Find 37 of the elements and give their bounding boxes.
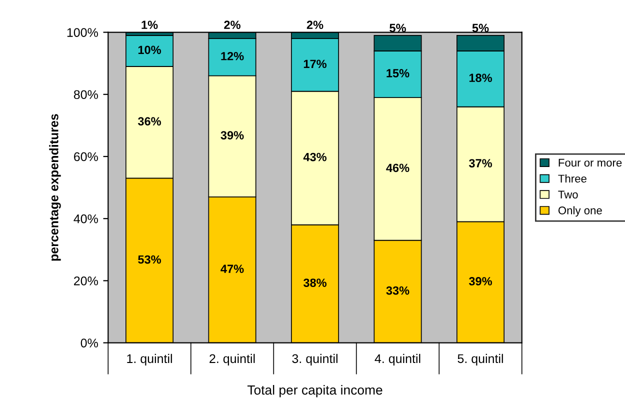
data-label: 18% [469, 74, 492, 82]
y-tick-label: 20% [74, 276, 98, 286]
legend-label: Only one [558, 206, 602, 217]
data-label: 10% [138, 46, 162, 54]
data-label: 43% [303, 152, 327, 162]
legend-label: Three [558, 174, 586, 183]
data-label: 39% [468, 277, 492, 286]
y-axis-title: percentage expenditures [49, 114, 61, 261]
data-label: 5% [472, 24, 489, 32]
data-label: 53% [138, 255, 162, 264]
data-label: 47% [220, 264, 244, 273]
legend-label: Four or more [558, 158, 622, 167]
data-label: 33% [386, 286, 410, 295]
y-tick-label: 0% [80, 338, 98, 348]
x-tick-label: 3. quintil [292, 354, 338, 366]
data-label: 12% [221, 52, 244, 60]
y-tick-label: 80% [74, 90, 98, 100]
data-label: 36% [138, 117, 162, 126]
data-label: 2% [224, 20, 240, 30]
data-label: 38% [303, 278, 327, 287]
data-label: 1% [142, 20, 158, 30]
y-tick-label: 40% [74, 214, 98, 224]
data-label: 2% [306, 20, 324, 30]
x-tick-label: 5. quintil [458, 354, 503, 366]
x-tick-label: 4. quintil [374, 354, 420, 366]
x-tick-label: 2. quintil [210, 354, 255, 366]
data-label: 46% [386, 164, 410, 172]
data-label: 17% [304, 60, 327, 68]
data-label: 37% [468, 159, 492, 168]
y-tick-label: 100% [67, 28, 98, 37]
data-label: 39% [220, 131, 244, 140]
y-tick-label: 60% [74, 152, 98, 162]
x-axis-title: Total per capita income [247, 385, 382, 398]
data-label: 5% [390, 24, 406, 32]
data-label: 15% [386, 69, 410, 78]
x-tick-label: 1. quintil [127, 354, 172, 366]
legend-label: Two [558, 190, 578, 198]
